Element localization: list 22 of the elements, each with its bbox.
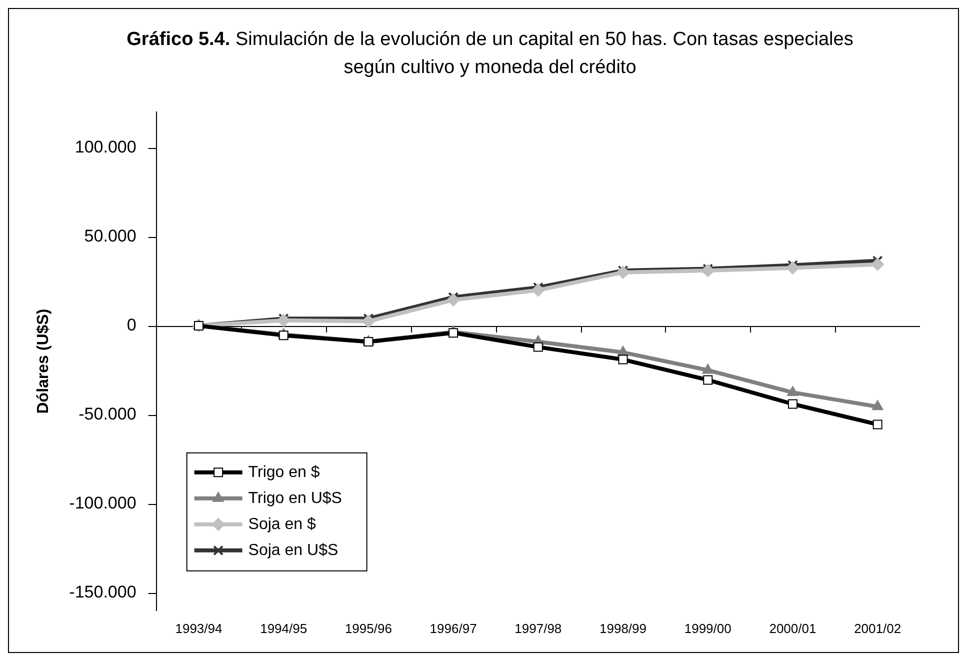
x-tick-label: 2001/02 [854, 620, 902, 636]
legend-label: Trigo en U$S [248, 490, 342, 507]
x-tick-label: 1994/95 [260, 620, 308, 636]
y-tick-label: 100.000 [74, 137, 136, 156]
y-tick-label: -150.000 [69, 582, 136, 602]
y-tick-label: -100.000 [69, 493, 136, 512]
legend-label: Soja en U$S [248, 542, 338, 559]
legend-label: Trigo en $ [248, 464, 320, 481]
y-tick-label: 50.000 [84, 226, 136, 246]
chart-subtitle: Simulación de la evolución de un capital en 50 has. Con tasas especiales según cultivo y moneda del crédito [235, 29, 854, 78]
x-tick-label: 1998/99 [600, 620, 647, 636]
chart-title: Gráfico 5.4. [126, 29, 230, 50]
y-axis-title: Dólares (U$S) [35, 308, 52, 414]
x-tick-label: 1997/98 [514, 620, 562, 636]
y-tick-label: -50.000 [78, 404, 136, 424]
x-tick-label: 1996/97 [430, 620, 477, 636]
y-tick-label: 0 [126, 315, 136, 334]
x-tick-label: 1999/00 [684, 620, 732, 636]
x-tick-label: 1993/94 [175, 620, 222, 636]
legend-label: Soja en $ [248, 516, 316, 533]
x-tick-label: 1995/96 [344, 620, 392, 636]
x-tick-label: 2000/01 [769, 620, 816, 636]
